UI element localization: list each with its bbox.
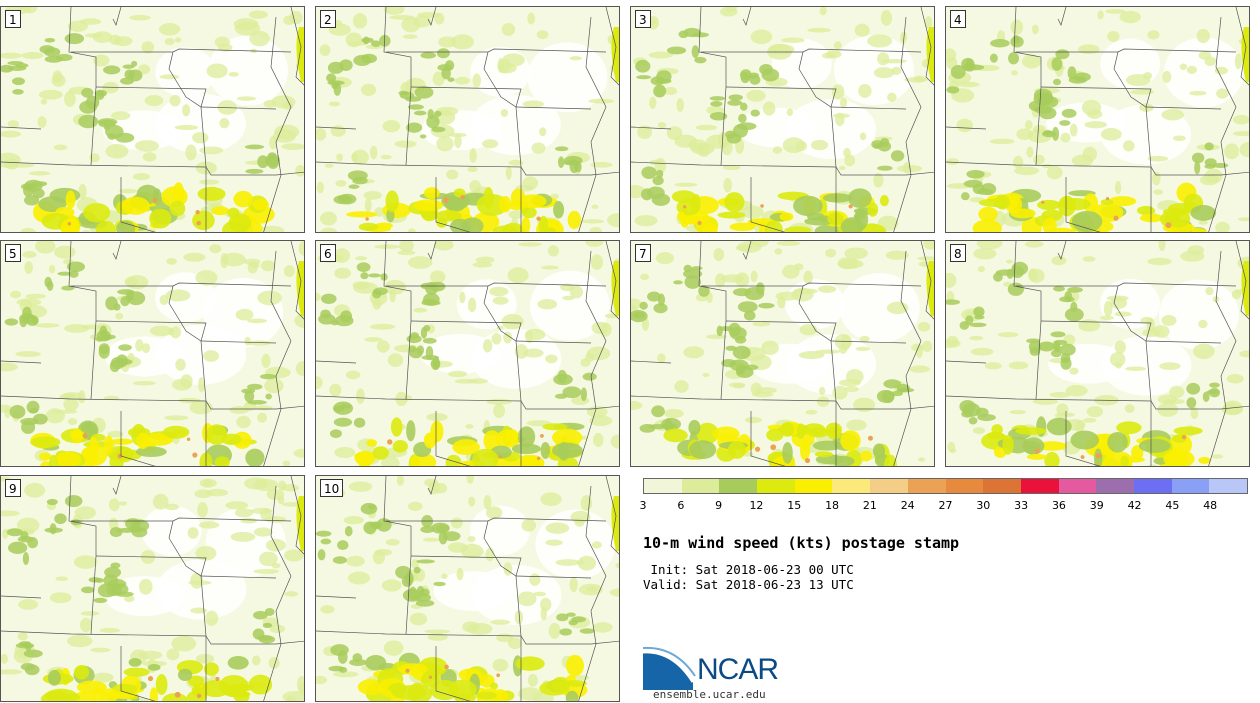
color-swatch <box>945 479 984 493</box>
color-scale-tick-label: 21 <box>862 499 877 512</box>
color-scale-tick-label: 36 <box>1051 499 1066 512</box>
color-scale-tick-label: 39 <box>1089 499 1104 512</box>
wind-speed-map <box>316 476 619 701</box>
member-number-label: 8 <box>950 244 966 262</box>
ensemble-member-panel: 10 <box>315 475 620 702</box>
forecast-times: Init: Sat 2018-06-23 00 UTC Valid: Sat 2… <box>643 562 854 592</box>
map-title: 10-m wind speed (kts) postage stamp <box>643 534 960 552</box>
wind-speed-map <box>1 7 304 232</box>
color-scale-tick-label: 48 <box>1203 499 1218 512</box>
color-swatch <box>681 479 720 493</box>
color-swatch <box>832 479 871 493</box>
wind-speed-map <box>946 7 1249 232</box>
member-number-label: 6 <box>320 244 336 262</box>
color-swatch <box>794 479 833 493</box>
wind-speed-map <box>1 476 304 701</box>
ensemble-member-panel: 8 <box>945 240 1250 467</box>
color-swatch <box>1209 479 1247 493</box>
member-number-label: 4 <box>950 10 966 28</box>
ensemble-member-panel: 1 <box>0 6 305 233</box>
color-swatch <box>1133 479 1172 493</box>
color-swatch <box>644 479 682 493</box>
color-scale-bar <box>643 478 1248 494</box>
ensemble-member-panel: 4 <box>945 6 1250 233</box>
color-scale-tick-label: 6 <box>677 499 685 512</box>
color-scale-tick-label: 18 <box>825 499 840 512</box>
color-swatch <box>907 479 946 493</box>
color-swatch <box>1096 479 1134 493</box>
color-swatch <box>983 479 1021 493</box>
ensemble-member-panel: 2 <box>315 6 620 233</box>
member-number-label: 2 <box>320 10 336 28</box>
wind-speed-map <box>316 241 619 466</box>
color-scale-tick-label: 45 <box>1165 499 1180 512</box>
ensemble-member-panel: 6 <box>315 240 620 467</box>
wind-speed-map <box>946 241 1249 466</box>
color-scale-tick-label: 30 <box>976 499 991 512</box>
member-number-label: 9 <box>5 479 21 497</box>
color-scale-tick-label: 12 <box>749 499 764 512</box>
color-scale-tick-label: 24 <box>900 499 915 512</box>
color-scale-tick-label: 9 <box>715 499 723 512</box>
website-url: ensemble.ucar.edu <box>653 688 766 701</box>
member-number-label: 7 <box>635 244 651 262</box>
color-swatch <box>1020 479 1059 493</box>
color-swatch <box>1171 479 1210 493</box>
color-scale-tick-label: 3 <box>639 499 647 512</box>
wind-speed-map <box>316 7 619 232</box>
wind-speed-map <box>1 241 304 466</box>
ensemble-member-panel: 9 <box>0 475 305 702</box>
ncar-logo-icon <box>643 646 696 690</box>
member-number-label: 3 <box>635 10 651 28</box>
color-swatch <box>719 479 758 493</box>
color-scale-tick-label: 27 <box>938 499 953 512</box>
ncar-logo-text: NCAR <box>697 653 779 686</box>
color-scale-tick-label: 33 <box>1014 499 1029 512</box>
ensemble-member-panel: 3 <box>630 6 935 233</box>
member-number-label: 10 <box>320 479 344 497</box>
init-time: Init: Sat 2018-06-23 00 UTC <box>643 562 854 577</box>
color-swatch <box>757 479 795 493</box>
wind-speed-map <box>631 241 934 466</box>
member-number-label: 1 <box>5 10 21 28</box>
member-number-label: 5 <box>5 244 21 262</box>
valid-time: Valid: Sat 2018-06-23 13 UTC <box>643 577 854 592</box>
color-swatch <box>870 479 908 493</box>
ensemble-member-panel: 7 <box>630 240 935 467</box>
color-swatch <box>1058 479 1097 493</box>
wind-speed-map <box>631 7 934 232</box>
color-scale-tick-label: 15 <box>787 499 802 512</box>
color-scale-tick-label: 42 <box>1127 499 1142 512</box>
ensemble-member-panel: 5 <box>0 240 305 467</box>
